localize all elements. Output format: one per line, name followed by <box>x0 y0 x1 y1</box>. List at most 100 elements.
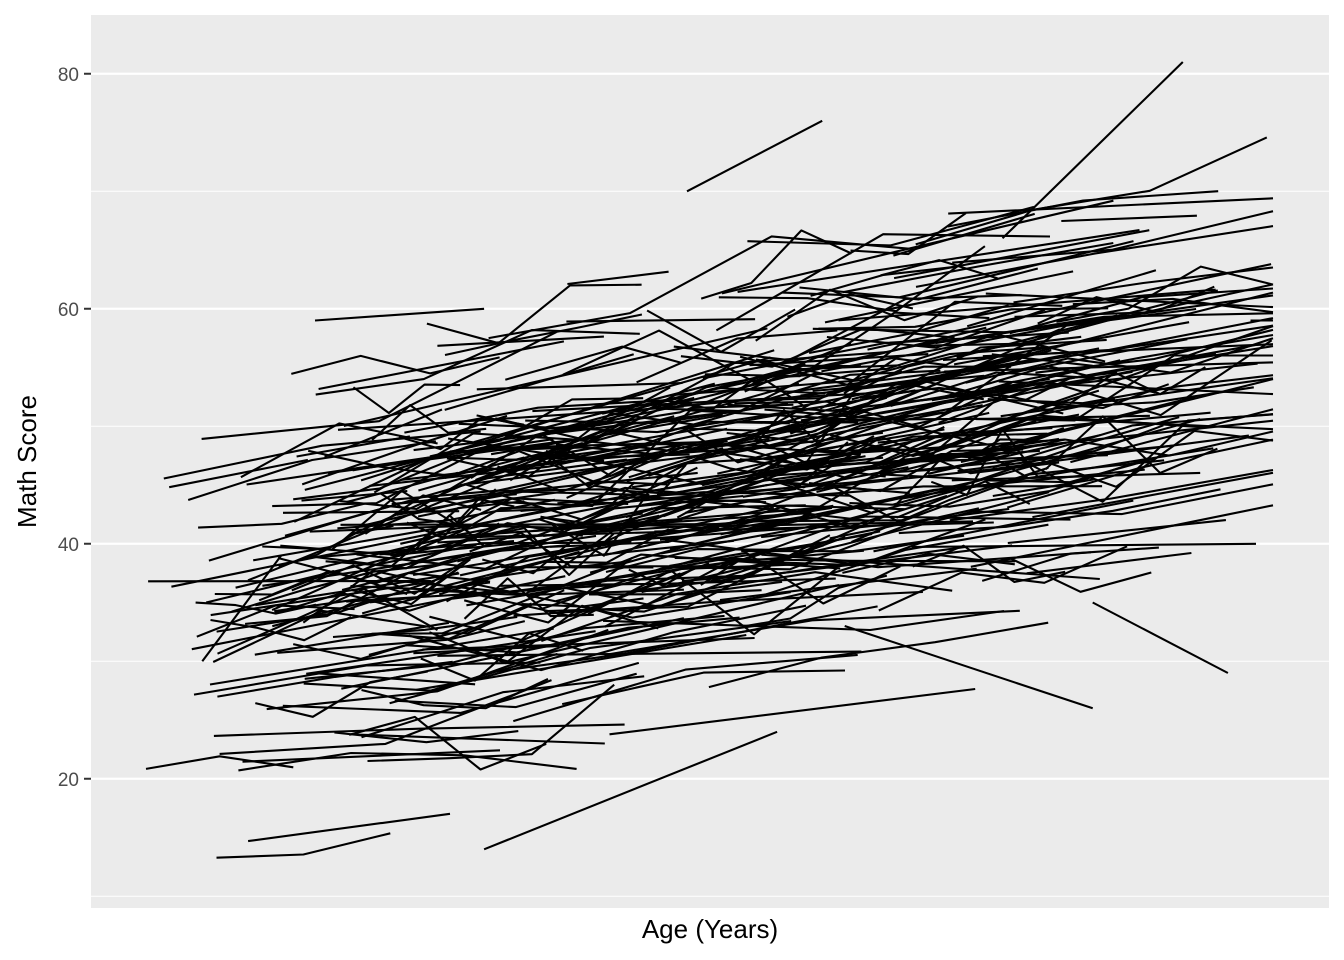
subject-line <box>651 504 806 510</box>
subject-line <box>921 316 1121 347</box>
subject-line <box>361 678 549 710</box>
subject-line <box>737 229 1140 293</box>
subject-trajectories <box>145 61 1274 859</box>
subject-line <box>851 466 1049 543</box>
subject-line <box>420 632 584 682</box>
subject-line <box>291 354 500 375</box>
subject-line <box>145 755 294 770</box>
subject-line <box>348 466 698 537</box>
subject-line <box>325 500 525 568</box>
subject-line <box>201 554 283 662</box>
subject-line <box>521 597 644 608</box>
subject-line <box>187 440 437 501</box>
subject-line <box>931 345 1274 402</box>
subject-line <box>1092 601 1229 674</box>
subject-line <box>686 119 823 193</box>
subject-line <box>367 683 615 763</box>
subject-line <box>892 417 1201 506</box>
subject-line <box>505 345 681 381</box>
subject-line <box>673 293 1022 362</box>
subject-line <box>842 241 1114 294</box>
subject-line <box>655 370 903 410</box>
subject-line <box>973 291 1274 369</box>
subject-line <box>500 577 836 587</box>
subject-line <box>741 534 965 553</box>
subject-line <box>806 307 1197 449</box>
subject-line <box>632 544 1013 593</box>
subject-line <box>686 421 841 464</box>
subject-line <box>296 435 411 458</box>
subject-line <box>1009 287 1274 335</box>
subject-line <box>483 730 778 851</box>
subject-line <box>193 661 541 696</box>
y-tick-label: 60 <box>58 300 79 321</box>
subject-line <box>733 370 1133 439</box>
subject-line <box>1017 413 1274 503</box>
subject-line <box>301 490 408 502</box>
subject-line <box>700 229 852 300</box>
subject-line <box>1069 366 1206 405</box>
subject-line <box>512 653 858 723</box>
subject-line <box>684 409 870 422</box>
subject-line <box>789 380 1064 435</box>
subject-line <box>491 403 794 508</box>
subject-line <box>198 502 366 529</box>
subject-line <box>966 269 1157 328</box>
subject-line <box>350 572 681 618</box>
subject-line <box>272 446 585 508</box>
subject-line <box>509 455 628 488</box>
subject-line <box>832 364 1156 412</box>
subject-line <box>488 235 914 340</box>
subject-line <box>782 240 1134 299</box>
subject-line <box>597 527 793 544</box>
subject-line <box>277 543 570 585</box>
subject-line <box>301 414 508 486</box>
subject-line <box>255 572 460 607</box>
subject-line <box>444 313 643 357</box>
subject-line <box>1006 438 1274 509</box>
subject-line <box>282 661 640 714</box>
subject-line <box>947 190 1219 228</box>
subject-line <box>352 383 461 415</box>
y-axis-title: Math Score <box>12 395 42 528</box>
subject-line <box>1037 383 1170 410</box>
subject-line <box>844 625 1094 710</box>
subject-line <box>444 450 668 486</box>
subject-line <box>564 539 734 560</box>
subject-line <box>654 521 994 533</box>
subject-line <box>417 490 564 518</box>
subject-line <box>315 329 640 396</box>
subject-line <box>212 609 431 663</box>
subject-line <box>447 437 770 465</box>
subject-line <box>602 609 1005 632</box>
subject-line <box>429 604 659 665</box>
subject-line <box>540 503 729 532</box>
subject-line <box>680 327 955 368</box>
subject-line <box>216 832 391 859</box>
subject-line <box>641 437 1060 507</box>
subject-line <box>314 307 485 322</box>
subject-line <box>944 361 1274 373</box>
subject-line <box>850 212 967 256</box>
subject-line <box>371 404 487 441</box>
subject-line <box>783 481 910 495</box>
y-tick-label: 20 <box>58 770 79 791</box>
subject-line <box>555 562 809 603</box>
subject-line <box>628 447 724 479</box>
subject-line <box>346 471 459 504</box>
subject-line <box>437 516 817 544</box>
y-tick-label: 80 <box>58 65 79 86</box>
subject-line <box>1037 429 1274 488</box>
subject-line <box>1009 557 1152 593</box>
subject-line <box>210 616 352 642</box>
subject-line <box>361 675 645 739</box>
subject-line <box>235 531 657 589</box>
subject-line <box>987 374 1274 405</box>
subject-line <box>466 513 889 607</box>
subject-line <box>893 451 1028 507</box>
subject-line <box>361 550 580 615</box>
subject-line <box>196 604 355 638</box>
subject-line <box>935 312 1274 345</box>
subject-line <box>566 318 756 323</box>
